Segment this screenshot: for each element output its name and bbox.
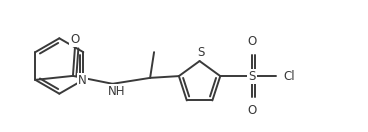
Text: Cl: Cl — [284, 70, 295, 83]
Text: S: S — [197, 46, 204, 59]
Text: S: S — [248, 70, 256, 83]
Text: O: O — [247, 104, 256, 117]
Text: N: N — [78, 74, 87, 87]
Text: NH: NH — [108, 85, 125, 98]
Text: O: O — [70, 33, 79, 46]
Text: O: O — [247, 35, 256, 48]
